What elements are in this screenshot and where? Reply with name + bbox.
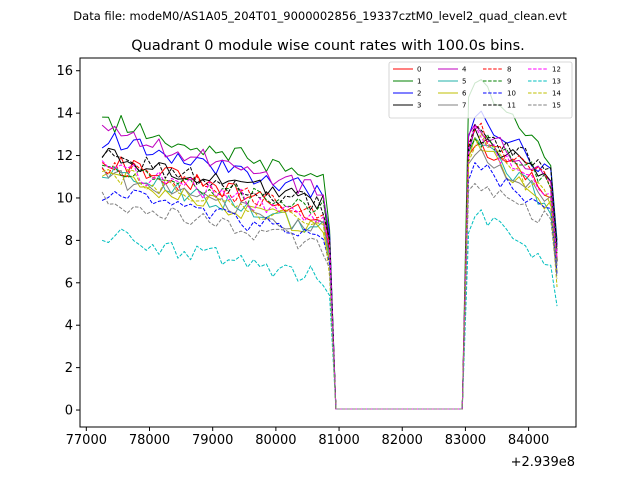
x-tick-label: 83000 bbox=[445, 433, 486, 448]
legend-label: 2 bbox=[417, 90, 421, 98]
legend-label: 3 bbox=[417, 102, 421, 110]
series-line-5 bbox=[102, 136, 558, 410]
y-tick-label: 6 bbox=[65, 276, 73, 291]
x-tick-label: 77000 bbox=[66, 433, 107, 448]
x-tick-label: 79000 bbox=[192, 433, 233, 448]
legend-label: 10 bbox=[507, 90, 516, 98]
series-line-3 bbox=[101, 127, 558, 410]
legend-label: 7 bbox=[462, 102, 466, 110]
series-line-11 bbox=[101, 124, 558, 410]
x-offset-label: +2.939e8 bbox=[511, 455, 575, 470]
series-line-7 bbox=[101, 148, 558, 410]
legend-label: 15 bbox=[552, 102, 561, 110]
legend-label: 8 bbox=[507, 66, 511, 74]
legend-label: 0 bbox=[417, 66, 421, 74]
y-tick-label: 8 bbox=[65, 234, 73, 249]
plot-frame bbox=[79, 57, 577, 428]
legend-box bbox=[388, 61, 573, 119]
legend-label: 4 bbox=[462, 66, 467, 74]
chart-title: Quadrant 0 module wise count rates with … bbox=[131, 38, 525, 54]
y-tick-label: 0 bbox=[65, 404, 73, 419]
series-line-0 bbox=[101, 141, 558, 410]
x-tick-label: 80000 bbox=[255, 433, 296, 448]
figure-suptitle: Data file: modeM0/AS1A05_204T01_90000028… bbox=[73, 9, 567, 23]
legend-label: 11 bbox=[507, 102, 516, 110]
series-line-13 bbox=[101, 209, 558, 410]
y-tick-label: 14 bbox=[56, 107, 73, 122]
y-tick-label: 4 bbox=[65, 319, 73, 334]
series-line-6 bbox=[101, 137, 558, 410]
series-line-12 bbox=[101, 124, 558, 410]
series-line-15 bbox=[101, 182, 558, 410]
x-tick-label: 82000 bbox=[382, 433, 423, 448]
x-axis: 77000 78000 79000 80000 81000 82000 83000 84000 bbox=[66, 427, 549, 448]
series-line-10 bbox=[101, 162, 558, 410]
legend-label: 12 bbox=[552, 66, 561, 74]
x-tick-label: 84000 bbox=[508, 433, 549, 448]
series-line-14 bbox=[101, 133, 558, 410]
y-tick-label: 2 bbox=[65, 361, 73, 376]
y-tick-label: 12 bbox=[56, 149, 73, 164]
plot-lines bbox=[101, 79, 558, 410]
y-axis: 0 2 4 6 8 10 12 14 16 bbox=[56, 64, 80, 419]
series-line-4 bbox=[101, 123, 558, 410]
legend-label: 14 bbox=[552, 90, 561, 98]
legend-label: 5 bbox=[462, 78, 466, 86]
legend-label: 1 bbox=[417, 78, 421, 86]
legend-label: 9 bbox=[507, 78, 511, 86]
y-tick-label: 16 bbox=[56, 64, 73, 79]
x-tick-label: 81000 bbox=[318, 433, 359, 448]
legend-label: 6 bbox=[462, 90, 467, 98]
legend-label: 13 bbox=[552, 78, 561, 86]
y-tick-label: 10 bbox=[56, 191, 73, 206]
x-tick-label: 78000 bbox=[129, 433, 170, 448]
